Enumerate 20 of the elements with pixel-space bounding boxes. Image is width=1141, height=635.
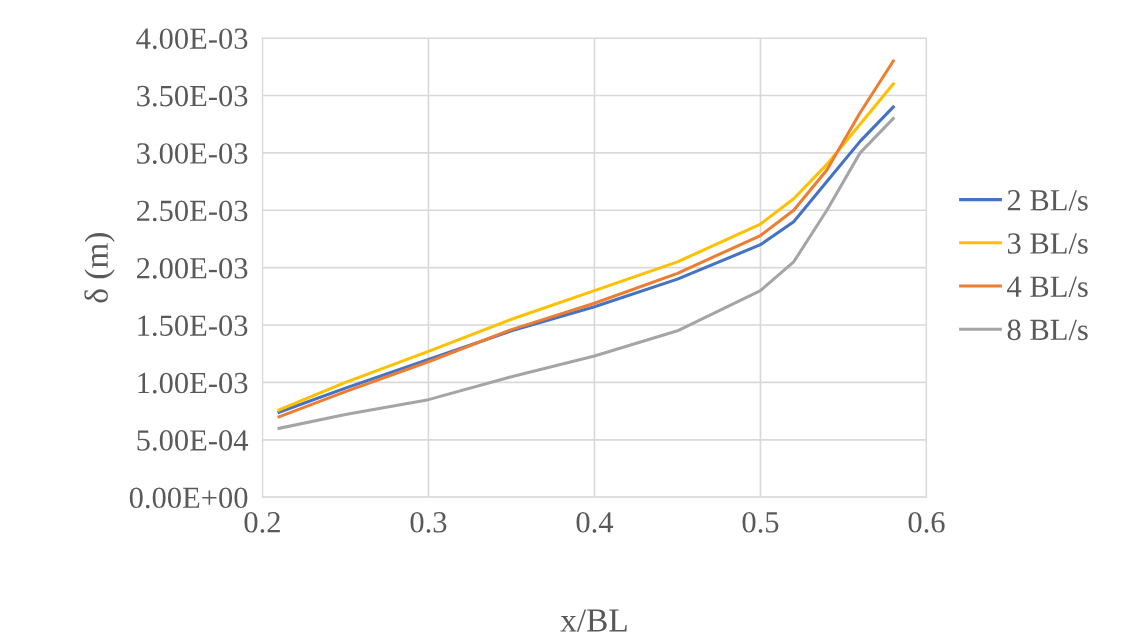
legend-label: 8 BL/s (1007, 319, 1088, 341)
y-tick-label: 3.00E-03 (137, 143, 248, 164)
x-tick-label: 0.6 (908, 511, 945, 533)
x-tick-label: 0.3 (410, 511, 447, 533)
legend-label: 2 BL/s (1007, 190, 1088, 211)
x-tick-label: 0.2 (244, 511, 280, 533)
y-tick-label: 2.00E-03 (137, 257, 248, 279)
y-tick-label: 4.00E-03 (136, 28, 248, 50)
y-tick-label: 1.00E-03 (138, 372, 248, 394)
y-tick-label: 0.00E+00 (129, 487, 248, 509)
y-axis-title: δ (m) (84, 233, 115, 303)
y-tick-label: 2.50E-03 (137, 200, 248, 222)
y-tick-label: 3.50E-03 (137, 85, 248, 107)
y-tick-label: 1.50E-03 (138, 315, 248, 337)
legend-label: 4 BL/s (1007, 276, 1088, 297)
legend-label: 3 BL/s (1007, 233, 1088, 254)
x-tick-label: 0.5 (742, 511, 779, 533)
x-tick-label: 0.4 (576, 511, 614, 533)
x-axis-title: x/BL (560, 609, 627, 632)
y-tick-label: 5.00E-04 (137, 430, 249, 451)
